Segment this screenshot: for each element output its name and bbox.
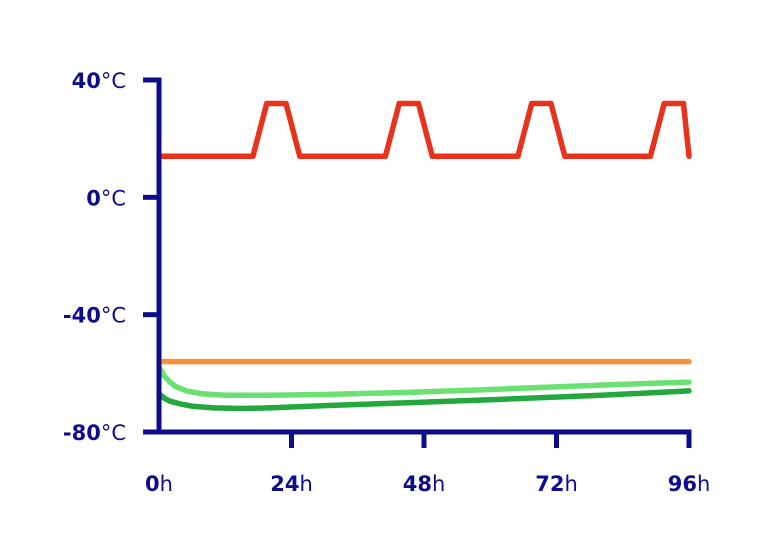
y-tick-number: 0 xyxy=(86,186,101,210)
x-tick-label: 24h xyxy=(270,472,313,496)
y-tick-unit: °C xyxy=(101,186,126,210)
y-tick-number: -80 xyxy=(63,421,101,445)
tick-layer: 40°C0°C-40°C-80°C0h 24h 48h 72h 96h xyxy=(63,69,710,496)
x-tick-number: 96 xyxy=(668,472,697,496)
y-tick-unit: °C xyxy=(101,421,126,445)
x-tick-unit: h xyxy=(697,472,710,496)
series-layer xyxy=(156,100,692,412)
y-tick-unit: °C xyxy=(101,304,126,328)
x-tick-unit: h xyxy=(160,472,173,496)
x-tick-label: 48h xyxy=(403,472,446,496)
series-line-1 xyxy=(156,100,692,160)
series-line-4 xyxy=(156,388,692,412)
y-tick-unit: °C xyxy=(101,69,126,93)
y-tick-number: 40 xyxy=(72,69,101,93)
x-tick-number: 24 xyxy=(270,472,299,496)
y-tick-label: -80°C xyxy=(63,421,126,445)
x-tick-label: 0h xyxy=(145,472,173,496)
x-tick-label: 96h xyxy=(668,472,711,496)
series-line-3 xyxy=(156,364,692,399)
y-tick-label: 0°C xyxy=(86,186,126,210)
x-tick-unit: h xyxy=(299,472,312,496)
x-tick-unit: h xyxy=(432,472,445,496)
y-tick-label: 40°C xyxy=(72,69,126,93)
x-tick-unit: h xyxy=(564,472,577,496)
x-tick-number: 72 xyxy=(535,472,564,496)
x-tick-label: 72h xyxy=(535,472,578,496)
y-tick-number: -40 xyxy=(63,304,101,328)
x-tick-number: 48 xyxy=(403,472,432,496)
y-tick-label: -40°C xyxy=(63,304,126,328)
x-tick-number: 0 xyxy=(145,472,160,496)
